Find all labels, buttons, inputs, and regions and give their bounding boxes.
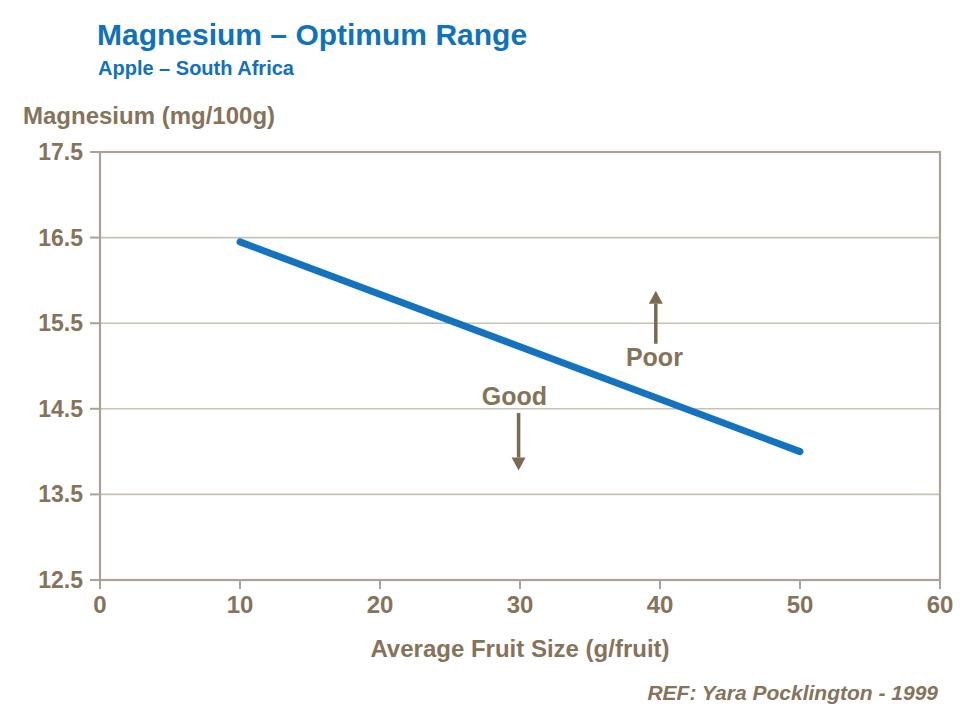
x-tick-label-30: 30 <box>507 591 534 618</box>
x-tick-label-0: 0 <box>93 591 106 618</box>
annotation-label-poor: Poor <box>626 343 683 371</box>
y-tick-label-17.5: 17.5 <box>38 139 83 165</box>
x-tick-label-10: 10 <box>227 591 254 618</box>
slide-canvas: Magnesium – Optimum Range Apple – South … <box>0 0 960 720</box>
plot-frame <box>100 152 940 580</box>
annotation-label-good: Good <box>482 382 547 410</box>
x-tick-label-20: 20 <box>367 591 394 618</box>
y-tick-label-12.5: 12.5 <box>38 567 83 593</box>
y-tick-label-16.5: 16.5 <box>38 225 83 251</box>
annotation-arrowhead-poor-up <box>649 291 663 304</box>
y-tick-label-13.5: 13.5 <box>38 481 83 507</box>
reference-text: REF: Yara Pocklington - 1999 <box>647 681 938 705</box>
y-tick-label-15.5: 15.5 <box>38 310 83 336</box>
x-axis-title: Average Fruit Size (g/fruit) <box>100 635 940 663</box>
x-tick-label-40: 40 <box>647 591 674 618</box>
x-tick-label-60: 60 <box>927 591 954 618</box>
x-tick-label-50: 50 <box>787 591 814 618</box>
annotation-arrowhead-good-down <box>512 457 526 470</box>
magnesium-line-chart: 12.5 13.5 14.5 15.5 16.5 17.5 0 10 20 30 40 50 60 Goo… <box>0 0 960 720</box>
y-tick-label-14.5: 14.5 <box>38 396 83 422</box>
